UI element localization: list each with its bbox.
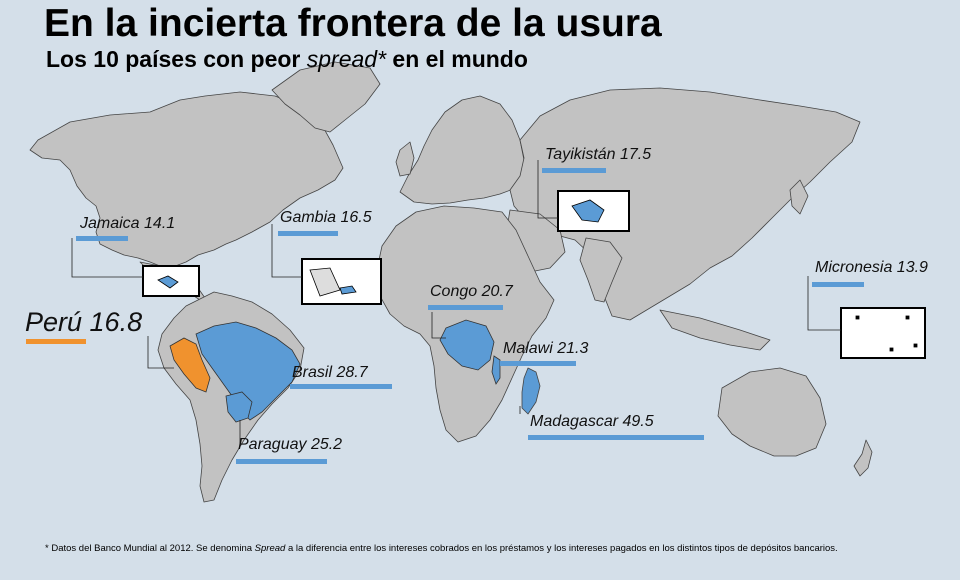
brasil-shape [195, 321, 301, 421]
bar-jamaica [76, 236, 128, 241]
label-gambia: Gambia 16.5 [280, 209, 372, 226]
australia-land [717, 367, 827, 457]
japan-land [789, 179, 809, 215]
subtitle-suffix: en el mundo [386, 46, 528, 72]
page-subtitle: Los 10 países con peor spread* en el mun… [46, 46, 528, 73]
bar-tayikistan [542, 168, 606, 173]
sea-islands-land [659, 309, 771, 351]
peru-shape [169, 337, 211, 393]
gambia-inset [301, 258, 382, 305]
paraguay-shape [225, 391, 253, 423]
uk-land [395, 141, 415, 177]
footnote: * Datos del Banco Mundial al 2012. Se de… [45, 543, 838, 554]
europe-land [399, 95, 531, 205]
label-brasil: Brasil 28.7 [292, 364, 368, 381]
bar-madagascar [528, 435, 704, 440]
bar-malawi [500, 361, 576, 366]
footnote-emphasis: Spread [254, 543, 286, 554]
bar-brasil [290, 384, 392, 389]
bar-gambia [278, 231, 338, 236]
page-title: En la incierta frontera de la usura [44, 2, 662, 45]
label-madagascar: Madagascar 49.5 [530, 413, 654, 430]
footnote-prefix: * Datos del Banco Mundial al 2012. Se de… [45, 543, 255, 554]
north-america-land [29, 91, 344, 269]
congo-shape [439, 319, 495, 371]
subtitle-prefix: Los 10 países con peor [46, 46, 307, 72]
bar-peru [26, 339, 86, 344]
bar-micronesia [812, 282, 864, 287]
label-tayikistan: Tayikistán 17.5 [545, 146, 652, 163]
label-malawi: Malawi 21.3 [503, 340, 589, 357]
footnote-suffix: a la diferencia entre los intereses cobr… [285, 543, 838, 554]
bar-paraguay [236, 459, 327, 464]
subtitle-emphasis: spread* [306, 46, 387, 72]
greenland-land [271, 61, 381, 133]
label-peru: Perú 16.8 [25, 307, 143, 337]
india-land [579, 237, 623, 303]
micronesia-inset [840, 307, 926, 359]
malawi-shape [491, 355, 501, 385]
label-jamaica: Jamaica 14.1 [80, 215, 176, 232]
label-congo: Congo 20.7 [430, 283, 513, 300]
new-zealand-land [853, 439, 873, 477]
label-micronesia: Micronesia 13.9 [815, 259, 928, 276]
label-paraguay: Paraguay 25.2 [238, 436, 343, 453]
bar-congo [428, 305, 503, 310]
madagascar-land [521, 367, 541, 415]
